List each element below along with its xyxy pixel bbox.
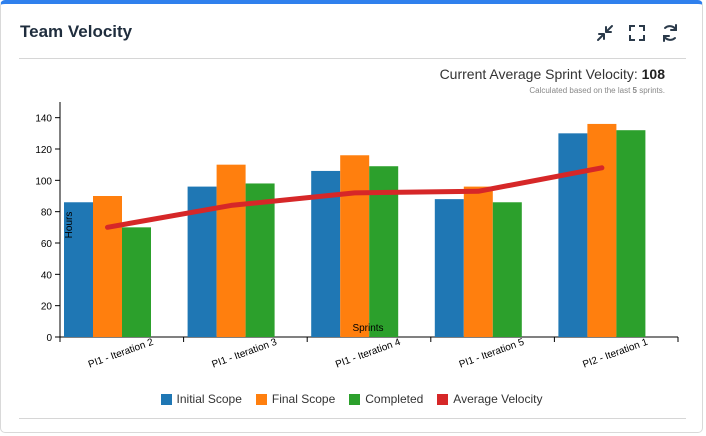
legend-item-average[interactable]: Average Velocity (437, 392, 542, 406)
bar-initial (558, 133, 588, 337)
y-tick-label: 0 (46, 333, 52, 344)
y-tick-label: 20 (41, 302, 53, 313)
bar-completed (616, 130, 646, 337)
legend-item-completed[interactable]: Completed (349, 392, 423, 406)
y-tick-label: 80 (41, 208, 53, 219)
y-axis-title: Hours (64, 212, 75, 239)
bar-completed (245, 183, 275, 337)
legend-label: Final Scope (271, 392, 336, 406)
summary-note-count: 5 (632, 86, 637, 95)
fullscreen-icon[interactable] (626, 22, 648, 44)
legend-swatch (255, 393, 267, 405)
widget-header: Team Velocity (19, 4, 686, 59)
bar-final (587, 123, 617, 337)
bar-completed (492, 202, 522, 337)
bar-initial (434, 199, 464, 337)
legend-swatch (160, 393, 172, 405)
summary-note-prefix: Calculated based on the last (529, 86, 633, 95)
x-tick-label: PI1 - Iteration 4 (334, 337, 402, 371)
y-tick-label: 60 (41, 239, 53, 250)
chart-legend: Initial Scope Final Scope Completed Average… (0, 392, 703, 406)
summary-label: Current Average Sprint Velocity: (439, 66, 642, 82)
bar-final (93, 196, 122, 337)
legend-label: Average Velocity (453, 392, 543, 406)
y-tick-label: 140 (35, 114, 52, 125)
x-axis-title: Sprints (352, 323, 383, 334)
bar-final (216, 164, 246, 337)
legend-item-final[interactable]: Final Scope (255, 392, 336, 406)
bar-final (340, 155, 370, 337)
velocity-summary: Current Average Sprint Velocity: 108 Cal… (440, 66, 665, 95)
average-velocity-line (105, 165, 605, 230)
legend-label: Initial Scope (176, 392, 242, 406)
y-tick-label: 120 (35, 145, 52, 156)
legend-label: Completed (365, 392, 424, 406)
refresh-icon[interactable] (659, 22, 681, 44)
x-tick-label: PI1 - Iteration 5 (458, 337, 526, 371)
bar-final (463, 186, 493, 337)
legend-swatch (437, 393, 449, 405)
y-tick-label: 100 (35, 176, 52, 187)
widget-title: Team Velocity (20, 22, 133, 41)
x-tick-label: PI1 - Iteration 3 (211, 337, 279, 371)
collapse-icon[interactable] (594, 22, 616, 44)
bar-initial (64, 202, 93, 337)
y-tick-label: 40 (41, 270, 53, 281)
summary-note-suffix: sprints. (636, 86, 665, 95)
legend-swatch (349, 393, 361, 405)
bar-completed (122, 227, 151, 337)
x-tick-label: PI2 - Iteration 1 (581, 337, 649, 371)
footer-divider (19, 418, 686, 419)
x-tick-label: PI1 - Iteration 2 (87, 337, 155, 371)
legend-item-initial[interactable]: Initial Scope (160, 392, 242, 406)
summary-value: 108 (641, 66, 665, 82)
